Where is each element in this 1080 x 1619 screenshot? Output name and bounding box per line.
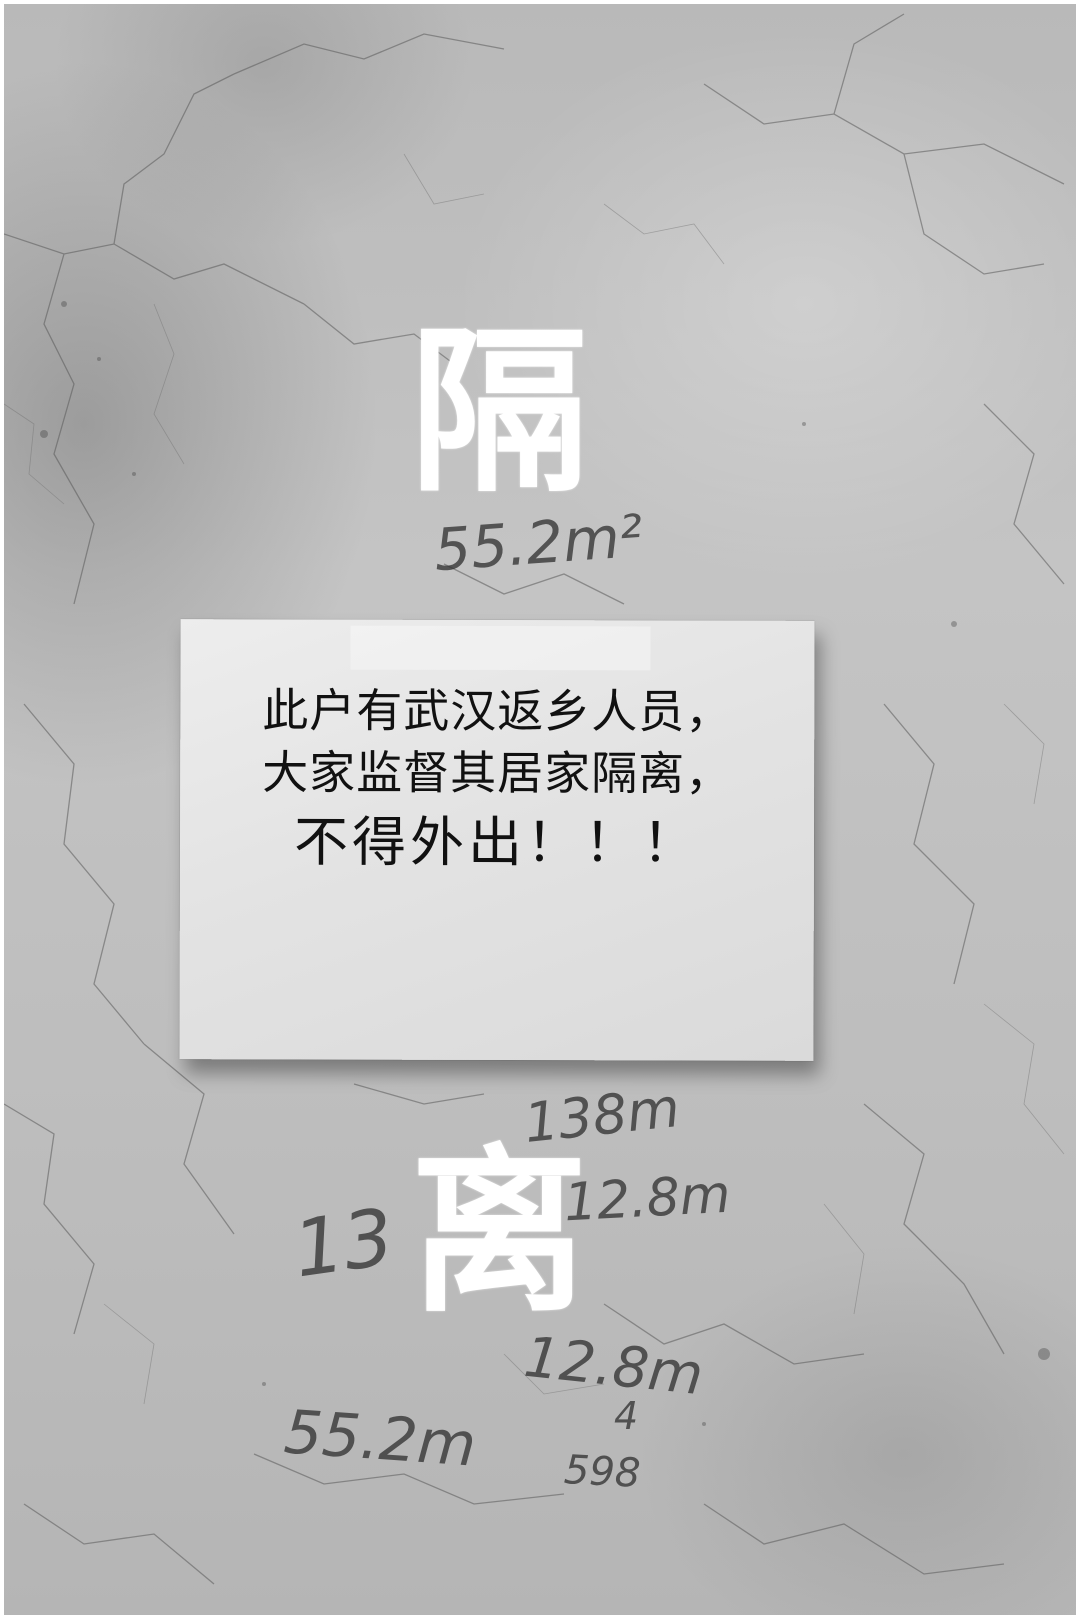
quarantine-notice-paper: 此户有武汉返乡人员， 大家监督其居家隔离， 不得外出！！！	[179, 619, 815, 1061]
wall-cracks	[4, 13, 1065, 1585]
notice-line-2: 大家监督其居家隔离，	[262, 745, 733, 801]
wall-marking: 598	[562, 1447, 642, 1497]
cracked-wall-background: 55.2m² 138m 12.8m 13 12.8m 4 55.2m 598 隔…	[4, 4, 1076, 1615]
overlay-character-top: 隔	[410, 309, 588, 516]
wall-marking: 4	[614, 1394, 639, 1438]
wall-marking: 55.2m	[281, 1397, 479, 1481]
tape-strip	[350, 625, 651, 671]
overlay-character-bottom: 离	[410, 1129, 588, 1336]
notice-text-block: 此户有武汉返乡人员， 大家监督其居家隔离， 不得外出！！！	[180, 679, 815, 883]
wall-marking: 13	[288, 1192, 400, 1296]
notice-line-1: 此户有武汉返乡人员，	[262, 683, 733, 739]
notice-line-3: 不得外出！！！	[293, 810, 701, 875]
